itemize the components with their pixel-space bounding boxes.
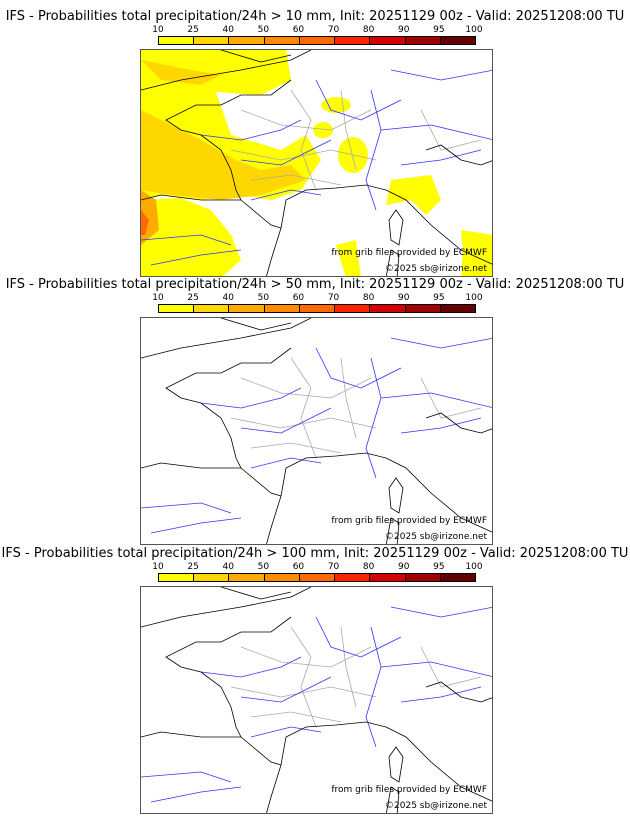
forecast-panel: IFS - Probabilities total precipitation/… xyxy=(0,268,630,545)
source-credit: from grib files provided by ECMWF xyxy=(331,516,487,526)
map-canvas xyxy=(141,587,492,813)
colorbar-segment xyxy=(405,574,441,581)
copyright-credit: ©2025 sb@irizone.net xyxy=(385,264,487,274)
colorbar-tick-label: 40 xyxy=(222,293,234,303)
colorbar-tick-label: 90 xyxy=(398,293,410,303)
copyright-credit: ©2025 sb@irizone.net xyxy=(385,801,487,811)
colorbar-tick-label: 90 xyxy=(398,25,410,35)
colorbar-segment xyxy=(194,37,230,44)
colorbar-segment xyxy=(159,37,195,44)
colorbar-tick-label: 95 xyxy=(433,293,445,303)
colorbar-tick-label: 25 xyxy=(187,293,199,303)
panel-title: IFS - Probabilities total precipitation/… xyxy=(5,9,625,24)
map-boundaries xyxy=(141,318,492,544)
colorbar-segment xyxy=(229,305,265,312)
colorbar-tick-label: 50 xyxy=(257,562,270,572)
colorbar-segment xyxy=(405,37,441,44)
colorbar-tick-label: 70 xyxy=(327,293,340,303)
colorbar-tick-label: 60 xyxy=(292,25,305,35)
colorbar-segment xyxy=(299,37,336,44)
colorbar-segment xyxy=(370,574,406,581)
colorbar-tick-label: 10 xyxy=(152,25,164,35)
colorbar-tick-label: 70 xyxy=(327,25,340,35)
colorbar-tick-label: 10 xyxy=(152,293,164,303)
colorbar xyxy=(158,304,476,313)
colorbar-segment xyxy=(159,305,195,312)
colorbar-segment xyxy=(194,305,230,312)
forecast-panel: IFS - Probabilities total precipitation/… xyxy=(0,0,630,277)
colorbar-segment xyxy=(405,305,441,312)
probability-map: from grib files provided by ECMWF ©2025 … xyxy=(140,49,493,277)
copyright-credit: ©2025 sb@irizone.net xyxy=(385,532,487,542)
colorbar-segment xyxy=(264,305,300,312)
map-canvas xyxy=(141,318,492,544)
probability-map: from grib files provided by ECMWF ©2025 … xyxy=(140,317,493,545)
colorbar-tick-label: 25 xyxy=(187,562,199,572)
probability-map: from grib files provided by ECMWF ©2025 … xyxy=(140,586,493,814)
panel-title: IFS - Probabilities total precipitation/… xyxy=(5,277,625,292)
colorbar-segment xyxy=(264,37,300,44)
source-credit: from grib files provided by ECMWF xyxy=(331,785,487,795)
panel-title: IFS - Probabilities total precipitation/… xyxy=(1,546,629,561)
colorbar-tick-label: 95 xyxy=(433,562,445,572)
colorbar-segment xyxy=(159,574,195,581)
source-credit: from grib files provided by ECMWF xyxy=(331,248,487,258)
colorbar-segment xyxy=(264,574,300,581)
colorbar-segment xyxy=(335,37,371,44)
colorbar-segment xyxy=(440,37,475,44)
colorbar-segment xyxy=(440,305,475,312)
colorbar-segment xyxy=(229,574,265,581)
colorbar-segment xyxy=(335,574,371,581)
colorbar-segment xyxy=(370,305,406,312)
map-canvas xyxy=(141,50,492,276)
colorbar-segment xyxy=(299,574,336,581)
colorbar-tick-label: 100 xyxy=(465,25,483,35)
forecast-panel: IFS - Probabilities total precipitation/… xyxy=(0,537,630,814)
colorbar-segment xyxy=(194,574,230,581)
colorbar-labels: 10 25 40 50 60 70 80 90 95 100 xyxy=(152,293,482,304)
colorbar-tick-label: 100 xyxy=(465,293,483,303)
colorbar-tick-label: 40 xyxy=(222,562,234,572)
colorbar xyxy=(158,573,476,582)
colorbar-tick-label: 70 xyxy=(327,562,340,572)
colorbar-tick-label: 25 xyxy=(187,25,199,35)
colorbar-tick-label: 95 xyxy=(433,25,445,35)
colorbar-segment xyxy=(299,305,336,312)
colorbar-labels: 10 25 40 50 60 70 80 90 95 100 xyxy=(152,25,482,36)
colorbar-tick-label: 10 xyxy=(152,562,164,572)
map-boundaries xyxy=(141,587,492,813)
colorbar-tick-label: 40 xyxy=(222,25,234,35)
precip-probability-field xyxy=(141,50,492,276)
colorbar-segment xyxy=(335,305,371,312)
colorbar-tick-label: 50 xyxy=(257,293,270,303)
colorbar-tick-label: 80 xyxy=(362,562,375,572)
colorbar-tick-label: 80 xyxy=(362,25,375,35)
colorbar-tick-label: 90 xyxy=(398,562,410,572)
colorbar-labels: 10 25 40 50 60 70 80 90 95 100 xyxy=(152,562,482,573)
colorbar-tick-label: 60 xyxy=(292,293,305,303)
colorbar-tick-label: 50 xyxy=(257,25,270,35)
colorbar xyxy=(158,36,476,45)
colorbar-tick-label: 80 xyxy=(362,293,375,303)
colorbar-tick-label: 100 xyxy=(465,562,483,572)
colorbar-segment xyxy=(440,574,475,581)
colorbar-segment xyxy=(229,37,265,44)
colorbar-segment xyxy=(370,37,406,44)
colorbar-tick-label: 60 xyxy=(292,562,305,572)
